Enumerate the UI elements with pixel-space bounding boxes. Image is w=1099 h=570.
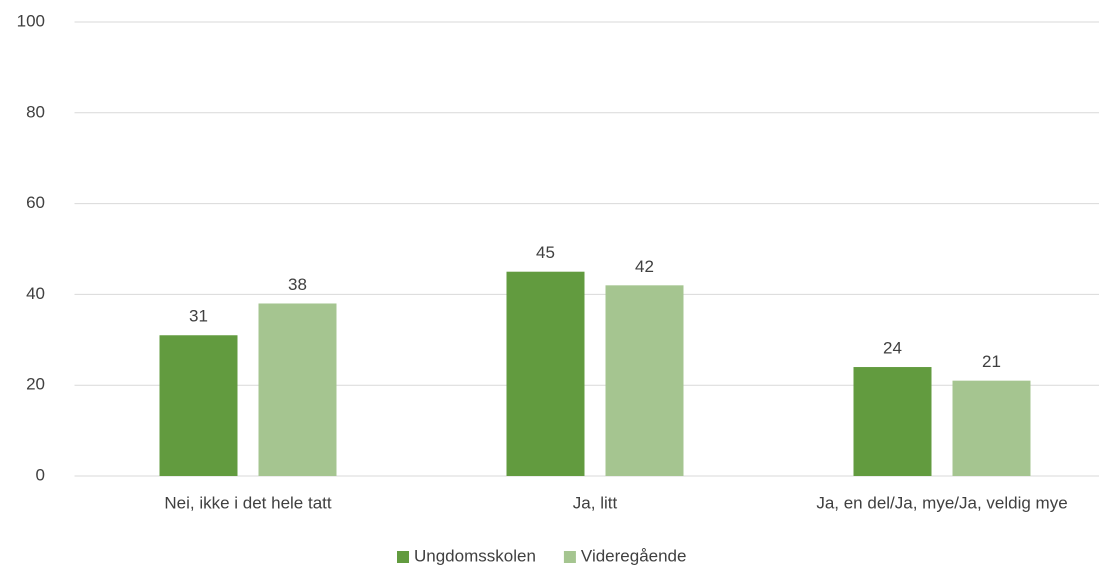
legend-swatch [397, 551, 409, 563]
bar [258, 303, 337, 476]
data-label: 31 [189, 307, 208, 326]
legend-label: Ungdomsskolen [414, 546, 536, 565]
y-tick-label: 0 [36, 465, 45, 484]
y-tick-label: 80 [26, 102, 45, 121]
y-tick-label: 40 [26, 284, 45, 303]
bar [506, 271, 585, 476]
x-tick-label: Ja, en del/Ja, mye/Ja, veldig mye [816, 493, 1067, 512]
y-tick-label: 60 [26, 193, 45, 212]
bar [952, 380, 1031, 476]
data-label: 21 [982, 352, 1001, 371]
bar [159, 335, 238, 476]
legend-swatch [563, 551, 576, 563]
data-label: 42 [635, 257, 654, 276]
data-label: 24 [883, 339, 902, 358]
x-tick-label: Nei, ikke i det hele tatt [164, 493, 332, 512]
legend-label: Videregående [581, 546, 687, 565]
bar [605, 285, 684, 476]
y-tick-label: 100 [17, 11, 45, 30]
y-tick-label: 20 [26, 375, 45, 394]
bar [853, 367, 932, 476]
data-label: 38 [288, 275, 307, 294]
x-tick-label: Ja, litt [573, 493, 618, 512]
data-label: 45 [536, 243, 555, 262]
